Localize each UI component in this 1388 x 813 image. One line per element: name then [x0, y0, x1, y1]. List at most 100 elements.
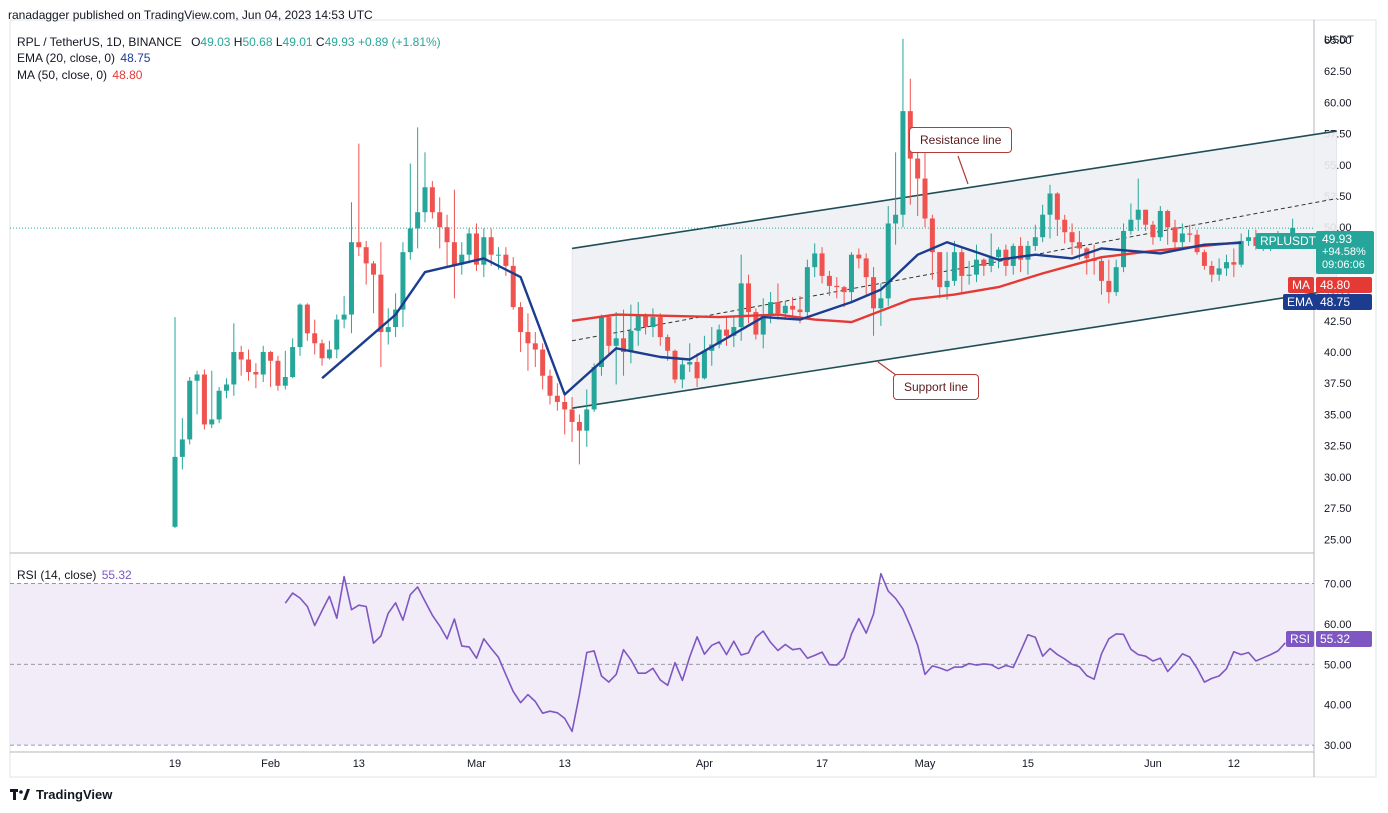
candle-body: [1025, 245, 1031, 260]
price-tick-label: 35.00: [1324, 409, 1352, 421]
candle-body: [988, 257, 994, 266]
candle-body: [326, 349, 332, 359]
candle-body: [665, 337, 671, 351]
candle-body: [966, 274, 972, 276]
candle-body: [1062, 219, 1068, 233]
time-tick-label: Feb: [261, 758, 280, 770]
tradingview-brand: TradingView: [36, 787, 113, 802]
rsi-legend-label: RSI (14, close): [17, 568, 97, 582]
candle-body: [503, 254, 509, 266]
rsi-tick-label: 50.00: [1324, 659, 1352, 671]
candle-body: [973, 259, 979, 275]
candle-body: [753, 312, 759, 335]
last-price-tag: 49.93 +94.58% 09:06:06: [1316, 231, 1374, 274]
candle-body: [437, 212, 443, 228]
candle-body: [1246, 237, 1252, 241]
tradingview-logo[interactable]: TradingView: [10, 787, 112, 802]
candle-body: [598, 317, 604, 368]
candle-body: [848, 254, 854, 293]
candle-body: [1076, 242, 1082, 249]
price-tick-label: 25.00: [1324, 534, 1352, 546]
candle-body: [466, 233, 472, 255]
candle-body: [510, 265, 516, 308]
candle-body: [1121, 230, 1127, 268]
low-value: 49.01: [282, 35, 313, 49]
candle-body: [915, 158, 921, 179]
candle-body: [1187, 233, 1193, 235]
candle-body: [841, 287, 847, 293]
support-annotation[interactable]: Support line: [893, 374, 980, 400]
candle-body: [223, 384, 229, 391]
price-tick-label: 32.50: [1324, 441, 1352, 453]
candle-body: [657, 317, 663, 338]
candle-body: [797, 309, 803, 313]
candle-body: [885, 223, 891, 299]
time-tick-label: 13: [559, 758, 571, 770]
candle-body: [1238, 240, 1244, 265]
candle-body: [996, 249, 1002, 258]
candle-body: [723, 329, 729, 336]
candle-body: [1098, 260, 1104, 281]
candle-body: [1113, 267, 1119, 293]
candle-body: [393, 309, 399, 328]
candle-body: [209, 419, 215, 425]
publisher-line: ranadagger published on TradingView.com,…: [8, 8, 373, 22]
candle-body: [1069, 232, 1075, 243]
rsi-legend[interactable]: RSI (14, close) 55.32: [17, 568, 132, 582]
ema-legend[interactable]: EMA (20, close, 0) 48.75: [17, 51, 150, 65]
candle-body: [922, 178, 928, 219]
candle-body: [569, 409, 575, 422]
candle-body: [746, 283, 752, 313]
candle-body: [422, 187, 428, 213]
candle-body: [812, 253, 818, 268]
support-line: [571, 288, 1337, 409]
candle-body: [532, 343, 538, 350]
candle-body: [304, 304, 310, 334]
price-tick-label: 62.50: [1324, 66, 1352, 78]
ema-value-tag: 48.75: [1316, 294, 1372, 310]
price-tick-label: 42.50: [1324, 316, 1352, 328]
candle-body: [591, 367, 597, 410]
candle-body: [782, 305, 788, 314]
open-label: O: [191, 35, 201, 49]
ma-value-tag: 48.80: [1316, 277, 1372, 293]
time-tick-label: 19: [169, 758, 181, 770]
ticker-tag: RPLUSDT: [1256, 233, 1321, 249]
candle-body: [231, 352, 237, 385]
candle-body: [672, 350, 678, 380]
ema-legend-value: 48.75: [120, 51, 151, 65]
candle-body: [554, 395, 560, 402]
candle-body: [429, 187, 435, 213]
candle-body: [363, 247, 369, 264]
resistance-annotation[interactable]: Resistance line: [909, 127, 1013, 153]
candle-body: [694, 362, 700, 379]
candle-body: [451, 242, 457, 265]
candle-body: [1018, 245, 1024, 260]
candle-body: [606, 317, 612, 346]
candle-body: [1106, 280, 1112, 293]
candle-body: [1032, 237, 1038, 246]
candle-body: [1143, 209, 1149, 225]
candle-body: [547, 375, 553, 396]
candle-body: [621, 338, 627, 353]
candle-body: [496, 254, 502, 256]
time-tick-label: Apr: [696, 758, 713, 770]
price-tick-label: 40.00: [1324, 347, 1352, 359]
time-tick-label: May: [915, 758, 936, 770]
candle-body: [760, 314, 766, 335]
currency-label: USDT: [1324, 34, 1354, 46]
candle-body: [481, 237, 487, 265]
candle-body: [415, 212, 421, 229]
symbol-title[interactable]: RPL / TetherUS, 1D, BINANCE: [17, 35, 182, 49]
candle-body: [1010, 245, 1016, 266]
candle-body: [290, 347, 296, 377]
candle-body: [1040, 214, 1046, 238]
candle-body: [562, 401, 568, 410]
candle-body: [819, 253, 825, 276]
ma-legend[interactable]: MA (50, close, 0) 48.80: [17, 68, 142, 82]
candle-body: [312, 333, 318, 344]
candle-body: [900, 111, 906, 215]
time-tick-label: 13: [353, 758, 365, 770]
high-value: 50.68: [242, 35, 273, 49]
